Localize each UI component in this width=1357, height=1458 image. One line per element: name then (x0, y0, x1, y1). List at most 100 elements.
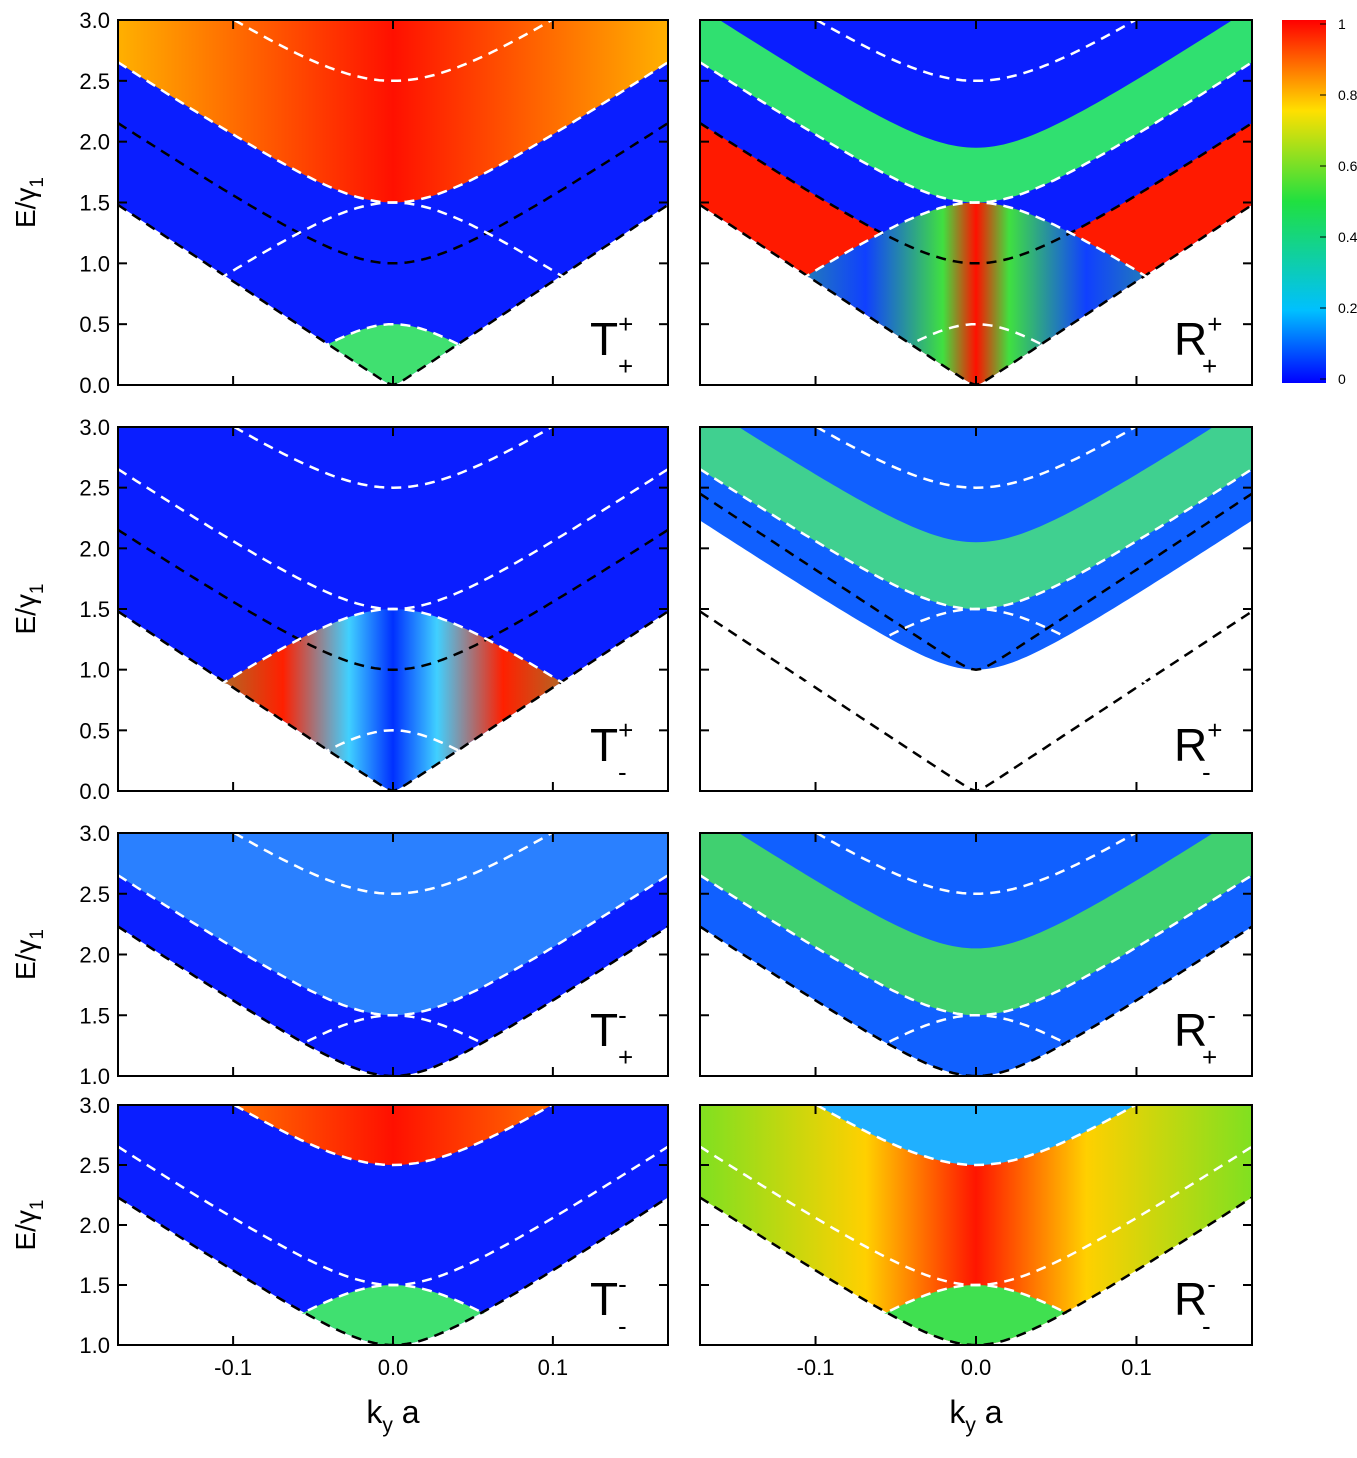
region (700, 427, 1252, 609)
x-axis-label: ky a (366, 1394, 419, 1437)
y-tick-label: 1.5 (79, 597, 110, 622)
y-tick-label: 2.5 (79, 69, 110, 94)
x-tick-label: -0.1 (214, 1355, 252, 1380)
heatmap (118, 833, 668, 1076)
heatmap (700, 1105, 1252, 1345)
y-label-sub: 1 (27, 583, 48, 594)
y-tick-label: 0.0 (79, 373, 110, 398)
x-label-sub: y (382, 1414, 393, 1437)
label-sup: - (1207, 1269, 1216, 1299)
colorbar-tick-label: 0.2 (1338, 300, 1357, 316)
panel-label: R+ + (1174, 309, 1222, 381)
dashed-curve (700, 607, 1252, 750)
region (234, 1105, 552, 1165)
region (700, 202, 1252, 385)
y-tick-label: 3.0 (79, 8, 110, 33)
dashed-curve (254, 729, 532, 791)
dashed-curve (231, 1105, 555, 1167)
dashed-curve (700, 122, 1252, 265)
x-label-main: k (366, 1394, 383, 1430)
x-label-tail: a (976, 1394, 1003, 1430)
dashed-curve (814, 833, 1138, 896)
panel-label: R- + (1174, 1000, 1217, 1072)
label-sup: + (618, 309, 633, 339)
x-tick-label: 0.1 (538, 1355, 569, 1380)
y-tick-label: 2.5 (79, 882, 110, 907)
dashed-curve (814, 1105, 1138, 1167)
y-tick-label: 1.0 (79, 1064, 110, 1089)
x-label-main: k (949, 1394, 966, 1430)
dashed-curve (700, 203, 1252, 385)
y-tick-label: 2.0 (79, 943, 110, 968)
y-label-main: E/γ (10, 188, 41, 228)
region (816, 1105, 1136, 1165)
y-tick-label: 1.5 (79, 1003, 110, 1028)
panel-label: R- - (1174, 1269, 1216, 1341)
x-axis-label: ky a (949, 1394, 1002, 1437)
dashed-curve (825, 1283, 1127, 1345)
y-tick-label: 0.5 (79, 312, 110, 337)
y-tick-label: 2.0 (79, 130, 110, 155)
colorbar (1282, 20, 1326, 383)
y-tick-label: 1.0 (79, 658, 110, 683)
y-tick-label: 1.5 (79, 191, 110, 216)
dashed-curve (700, 492, 1252, 671)
region (700, 1105, 1252, 1345)
y-label-sub: 1 (27, 177, 48, 188)
heatmap (700, 20, 1252, 385)
dashed-curve (231, 20, 555, 83)
label-main: R (1174, 1273, 1207, 1325)
y-tick-label: 2.5 (79, 1153, 110, 1178)
dashed-curve (118, 925, 668, 1076)
panel-label: T+ - (590, 715, 633, 787)
dashed-curve (700, 610, 1252, 791)
y-label-main: E/γ (10, 594, 41, 634)
region (257, 324, 529, 385)
label-sub: + (1202, 1042, 1217, 1072)
colorbar-tick-label: 0.8 (1338, 87, 1357, 103)
region (700, 833, 1252, 1016)
label-sub: - (1202, 1311, 1211, 1341)
heatmap (118, 20, 668, 385)
dashed-curve (118, 203, 668, 385)
region (245, 1285, 541, 1345)
panel-label: T+ + (590, 309, 633, 381)
y-tick-label: 1.5 (79, 1273, 110, 1298)
y-tick-label: 1.0 (79, 251, 110, 276)
dashed-curve (231, 833, 555, 896)
dashed-curve (700, 925, 1252, 1076)
label-sup: - (1207, 1000, 1216, 1030)
dashed-curve (814, 427, 1138, 489)
y-label-main: E/γ (10, 940, 41, 980)
dashed-curve (118, 607, 668, 750)
x-tick-label: 0.0 (961, 1355, 992, 1380)
x-label-tail: a (393, 1394, 420, 1430)
region (118, 1105, 668, 1345)
dashed-curve (700, 201, 1252, 344)
label-sub: + (618, 1042, 633, 1072)
dashed-curve (825, 1014, 1127, 1076)
label-main: T (590, 719, 618, 771)
label-main: R (1174, 313, 1207, 365)
region (118, 609, 668, 791)
colorbar-tick-label: 0.4 (1338, 229, 1357, 245)
dashed-curve (118, 201, 668, 344)
colorbar-tick-label: 1 (1338, 16, 1346, 32)
label-sup: + (1207, 309, 1222, 339)
y-label-main: E/γ (10, 1210, 41, 1250)
label-main: T (590, 1273, 618, 1325)
y-label-sub: 1 (27, 929, 48, 940)
label-main: R (1174, 719, 1207, 771)
x-label-sub: y (965, 1414, 976, 1437)
dashed-curve (254, 322, 532, 385)
panel-label: R+ - (1174, 715, 1222, 787)
dashed-curve (118, 610, 668, 791)
panel-label: T- + (590, 1000, 633, 1072)
dashed-curve (700, 1196, 1252, 1345)
colorbar-tick-label: 0.6 (1338, 158, 1357, 174)
y-axis-label: E/γ1 (10, 583, 48, 634)
label-sub: + (618, 351, 633, 381)
heatmap (118, 427, 668, 791)
label-sub: - (1202, 757, 1211, 787)
